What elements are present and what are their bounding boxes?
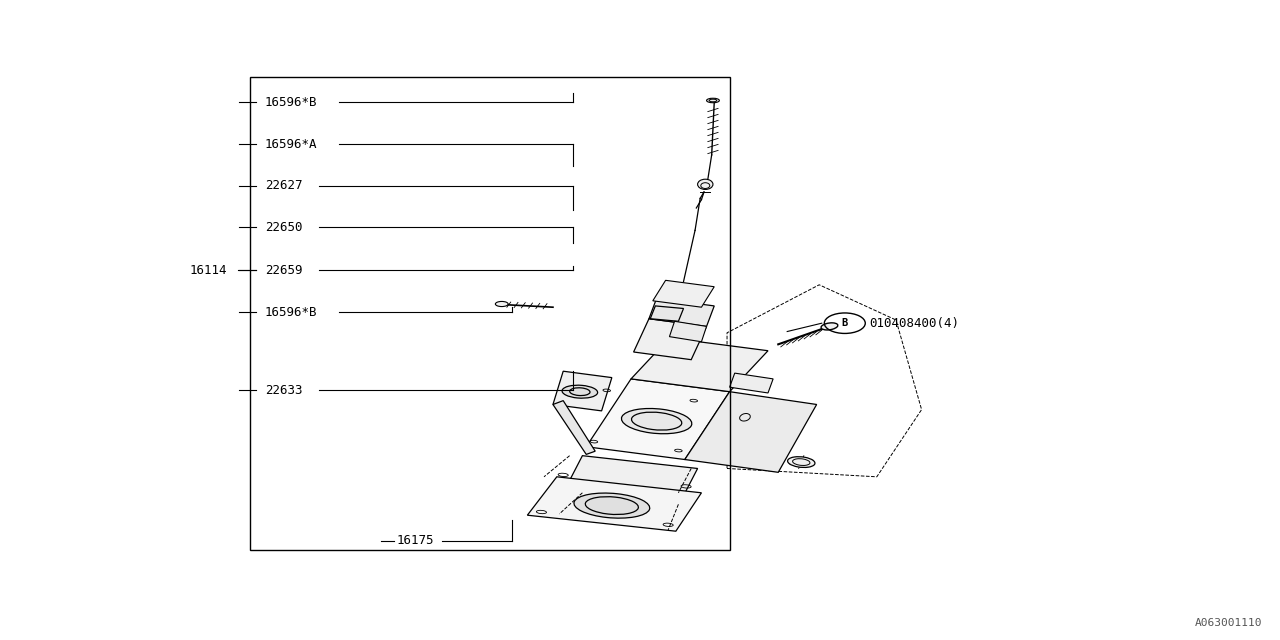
Text: 22650: 22650 bbox=[265, 221, 302, 234]
Polygon shape bbox=[653, 280, 714, 307]
Text: 16596*B: 16596*B bbox=[265, 96, 317, 109]
Polygon shape bbox=[649, 298, 714, 326]
Text: 16175: 16175 bbox=[397, 534, 434, 547]
Ellipse shape bbox=[622, 408, 691, 434]
Ellipse shape bbox=[562, 385, 598, 398]
Polygon shape bbox=[650, 306, 684, 321]
Polygon shape bbox=[553, 371, 612, 411]
Text: A063001110: A063001110 bbox=[1194, 618, 1262, 628]
Ellipse shape bbox=[698, 179, 713, 189]
Polygon shape bbox=[634, 319, 707, 360]
Text: 16596*B: 16596*B bbox=[265, 306, 317, 319]
Polygon shape bbox=[527, 477, 701, 531]
Ellipse shape bbox=[787, 457, 815, 467]
Ellipse shape bbox=[495, 301, 508, 307]
Polygon shape bbox=[553, 401, 595, 454]
Polygon shape bbox=[685, 392, 817, 472]
Text: 22627: 22627 bbox=[265, 179, 302, 192]
Text: 22659: 22659 bbox=[265, 264, 302, 276]
Ellipse shape bbox=[573, 493, 650, 518]
Polygon shape bbox=[563, 456, 698, 506]
Bar bbox=[250, 77, 730, 550]
Text: 22633: 22633 bbox=[265, 384, 302, 397]
Ellipse shape bbox=[820, 323, 838, 330]
Polygon shape bbox=[669, 321, 707, 342]
Text: B: B bbox=[842, 318, 847, 328]
Polygon shape bbox=[631, 338, 768, 392]
Ellipse shape bbox=[707, 99, 719, 103]
Text: 010408400(4): 010408400(4) bbox=[869, 317, 959, 330]
Polygon shape bbox=[730, 373, 773, 393]
Text: 16596*A: 16596*A bbox=[265, 138, 317, 150]
Polygon shape bbox=[586, 379, 730, 460]
Text: 16114: 16114 bbox=[189, 264, 227, 276]
